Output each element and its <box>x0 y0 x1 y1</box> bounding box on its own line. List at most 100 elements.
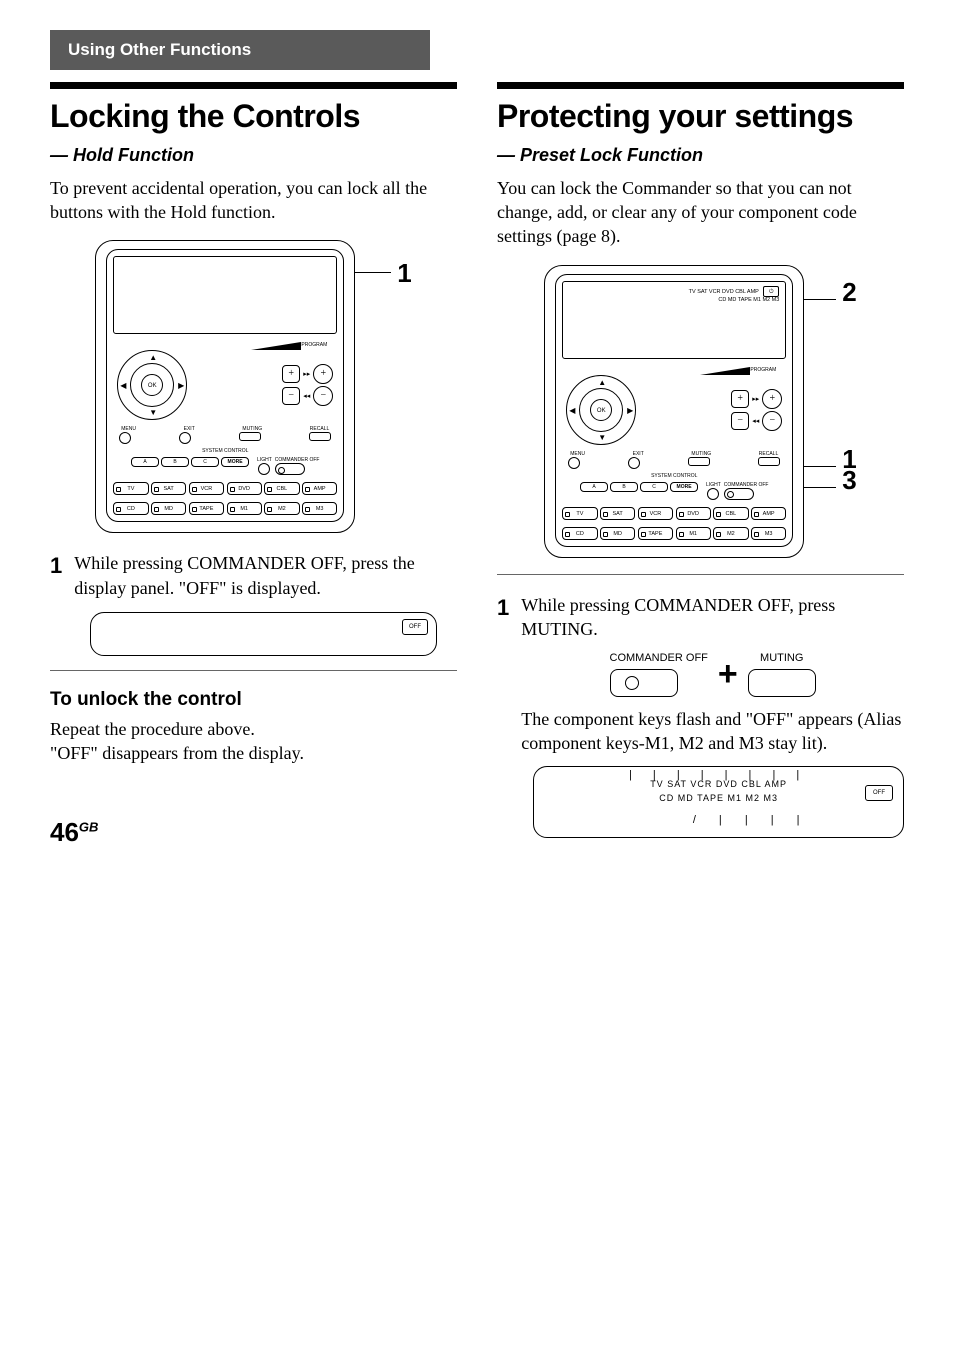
b-button: B <box>161 457 189 467</box>
amp-button: AMP <box>751 507 786 520</box>
system-control-label: SYSTEM CONTROL <box>562 473 786 479</box>
m2-button: M2 <box>264 502 299 515</box>
menu-button <box>119 432 131 444</box>
tape-button: TAPE <box>189 502 224 515</box>
cd-button: CD <box>562 527 597 540</box>
program-label: PROGRAM <box>301 342 327 348</box>
muting-button-illus <box>748 669 816 697</box>
amp-button: AMP <box>302 482 337 495</box>
vol-up-button: + <box>731 390 749 408</box>
light-label: LIGHT <box>706 482 721 488</box>
sat-button: SAT <box>151 482 186 495</box>
remote-diagram-1: PROGRAM OK ▲ ▼ ◀ ▶ <box>50 240 457 533</box>
unlock-text-1: Repeat the procedure above. <box>50 717 457 741</box>
rule <box>497 82 904 89</box>
device-row-1: TV SAT VCR DVD CBL AMP <box>562 507 786 520</box>
prog-up-button: + <box>762 389 782 409</box>
sat-button: SAT <box>600 507 635 520</box>
button-combo: COMMANDER OFF + MUTING <box>521 651 904 697</box>
rule <box>50 82 457 89</box>
callout-1: 1 <box>397 258 411 289</box>
device-row-2: CD MD TAPE M1 M2 M3 <box>113 502 337 515</box>
result-text: The component keys flash and "OFF" appea… <box>521 707 904 756</box>
volume-triangle-icon <box>251 342 301 350</box>
right-column: Protecting your settings — Preset Lock F… <box>497 82 904 838</box>
display-row1: TV SAT VCR DVD CBL AMP <box>650 779 787 789</box>
recall-button <box>309 432 331 441</box>
mini-display: OFF <box>90 612 437 656</box>
display-row2: CD MD TAPE M1 M2 M3 <box>659 793 778 803</box>
exit-button <box>628 457 640 469</box>
left-subtitle: — Hold Function <box>50 145 457 166</box>
commander-off-button <box>724 488 754 500</box>
muting-label: MUTING <box>691 451 711 457</box>
right-subtitle: — Preset Lock Function <box>497 145 904 166</box>
unlock-heading: To unlock the control <box>50 689 457 711</box>
recall-button <box>758 457 780 466</box>
light-label: LIGHT <box>257 457 272 463</box>
left-step-1: 1 While pressing COMMANDER OFF, press th… <box>50 551 457 600</box>
callout-2: 2 <box>842 277 856 308</box>
commander-off-label: COMMANDER OFF <box>724 482 769 488</box>
dvd-button: DVD <box>227 482 262 495</box>
muting-button <box>688 457 710 466</box>
cd-button: CD <box>113 502 148 515</box>
display-row1: TV SAT VCR DVD CBL AMP <box>689 289 759 295</box>
cbl-button: CBL <box>264 482 299 495</box>
vol-down-button: − <box>282 387 300 405</box>
m3-button: M3 <box>302 502 337 515</box>
step-number: 1 <box>497 593 509 838</box>
prog-down-button: − <box>762 411 782 431</box>
c-button: C <box>191 457 219 467</box>
display-panel <box>113 256 337 334</box>
step-text: While pressing COMMANDER OFF, press MUTI… <box>521 593 904 642</box>
right-step-1: 1 While pressing COMMANDER OFF, press MU… <box>497 593 904 838</box>
display-row2: CD MD TAPE M1 M2 M3 <box>718 297 779 303</box>
left-title: Locking the Controls <box>50 99 457 135</box>
tv-button: TV <box>562 507 597 520</box>
b-button: B <box>610 482 638 492</box>
flash-marks-bottom: / | | | | <box>693 813 810 828</box>
page-number: 46GB <box>50 817 98 848</box>
leader-line <box>804 466 836 467</box>
md-button: MD <box>600 527 635 540</box>
divider <box>497 574 904 575</box>
prog-down-button: − <box>313 386 333 406</box>
vol-up-button: + <box>282 365 300 383</box>
menu-button <box>568 457 580 469</box>
commander-off-button-illus <box>610 669 678 697</box>
vcr-button: VCR <box>189 482 224 495</box>
left-intro: To prevent accidental operation, you can… <box>50 176 457 225</box>
step-number: 1 <box>50 551 62 600</box>
m2-button: M2 <box>713 527 748 540</box>
unlock-text-2: "OFF" disappears from the display. <box>50 741 457 765</box>
section-header: Using Other Functions <box>50 30 430 70</box>
exit-label: EXIT <box>633 451 644 457</box>
a-button: A <box>580 482 608 492</box>
menu-label: MENU <box>570 451 585 457</box>
dvd-button: DVD <box>676 507 711 520</box>
md-button: MD <box>151 502 186 515</box>
tape-button: TAPE <box>638 527 673 540</box>
divider <box>50 670 457 671</box>
c-button: C <box>640 482 668 492</box>
volume-triangle-icon <box>700 367 750 375</box>
dpad: OK ▲ ▼ ◀ ▶ <box>566 375 636 445</box>
program-label: PROGRAM <box>750 367 776 373</box>
leader-line <box>804 487 836 488</box>
vcr-button: VCR <box>638 507 673 520</box>
right-intro: You can lock the Commander so that you c… <box>497 176 904 249</box>
dpad: OK ▲ ▼ ◀ ▶ <box>117 350 187 420</box>
a-button: A <box>131 457 159 467</box>
plus-icon: + <box>718 657 738 691</box>
system-control-label: SYSTEM CONTROL <box>113 448 337 454</box>
prog-up-button: + <box>313 364 333 384</box>
m1-button: M1 <box>676 527 711 540</box>
step-text: While pressing COMMANDER OFF, press the … <box>74 551 457 600</box>
combo-left-label: COMMANDER OFF <box>610 651 708 666</box>
light-button <box>258 463 270 475</box>
exit-button <box>179 432 191 444</box>
more-button: MORE <box>221 457 249 467</box>
leader-line <box>804 299 836 300</box>
left-column: Locking the Controls — Hold Function To … <box>50 82 457 838</box>
